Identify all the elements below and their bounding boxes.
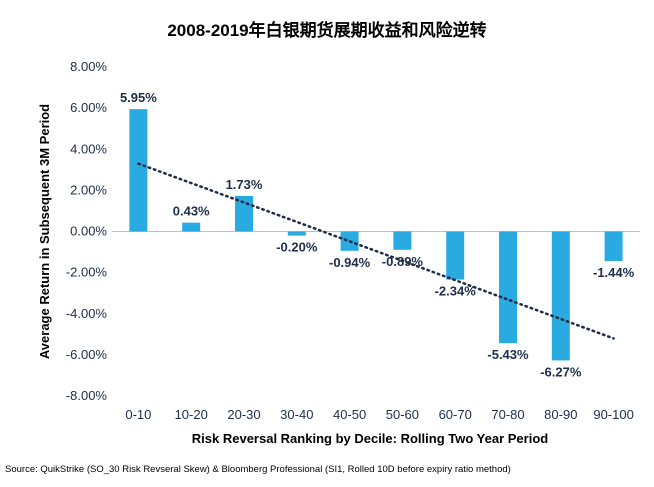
x-tick-label: 60-70 — [439, 407, 472, 422]
y-tick-label: 0.00% — [70, 224, 107, 239]
bar — [287, 231, 306, 236]
y-axis-label: Average Return in Subsequent 3M Period — [37, 104, 52, 359]
y-tick-label: -2.00% — [66, 265, 108, 280]
y-tick-label: 2.00% — [70, 182, 107, 197]
bar — [604, 231, 623, 262]
x-tick-label: 90-100 — [593, 407, 633, 422]
bar — [499, 231, 517, 344]
bar — [393, 231, 412, 250]
x-tick-label: 80-90 — [544, 407, 577, 422]
data-label: -0.94% — [329, 255, 371, 270]
y-tick-label: 8.00% — [70, 59, 107, 74]
data-label: 0.43% — [173, 204, 210, 219]
trendline — [137, 162, 615, 340]
bar — [182, 222, 201, 232]
x-tick-label: 30-40 — [280, 407, 313, 422]
y-tick-label: 6.00% — [70, 100, 107, 115]
bar — [129, 109, 148, 232]
x-tick-label: 10-20 — [175, 407, 208, 422]
y-tick-label: -4.00% — [66, 306, 108, 321]
data-label: 1.73% — [226, 177, 263, 192]
source-note: Source: QuikStrike (SO_30 Risk Revseral … — [5, 464, 511, 475]
y-tick-label: -6.00% — [66, 347, 108, 362]
data-label: -1.44% — [593, 265, 635, 280]
x-tick-label: 20-30 — [227, 407, 260, 422]
data-label: -0.20% — [276, 240, 318, 255]
data-label: 5.95% — [120, 90, 157, 105]
data-label: -5.43% — [487, 347, 529, 362]
chart-title: 2008-2019年白银期货展期收益和风险逆转 — [167, 20, 486, 40]
x-tick-label: 0-10 — [125, 407, 151, 422]
plot-area: 8.00% 6.00% 4.00% 2.00% 0.00% -2.00% -4.00% -6.… — [66, 59, 640, 422]
bar — [551, 231, 570, 361]
x-tick-label: 70-80 — [491, 407, 524, 422]
x-tick-label: 50-60 — [386, 407, 419, 422]
x-axis-label: Risk Reversal Ranking by Decile: Rolling… — [192, 431, 548, 446]
data-label: -6.27% — [540, 364, 582, 379]
data-label: -2.34% — [435, 284, 477, 299]
bar — [446, 231, 465, 280]
x-tick-label: 40-50 — [333, 407, 366, 422]
y-tick-label: -8.00% — [66, 388, 108, 403]
y-tick-label: 4.00% — [70, 141, 107, 156]
